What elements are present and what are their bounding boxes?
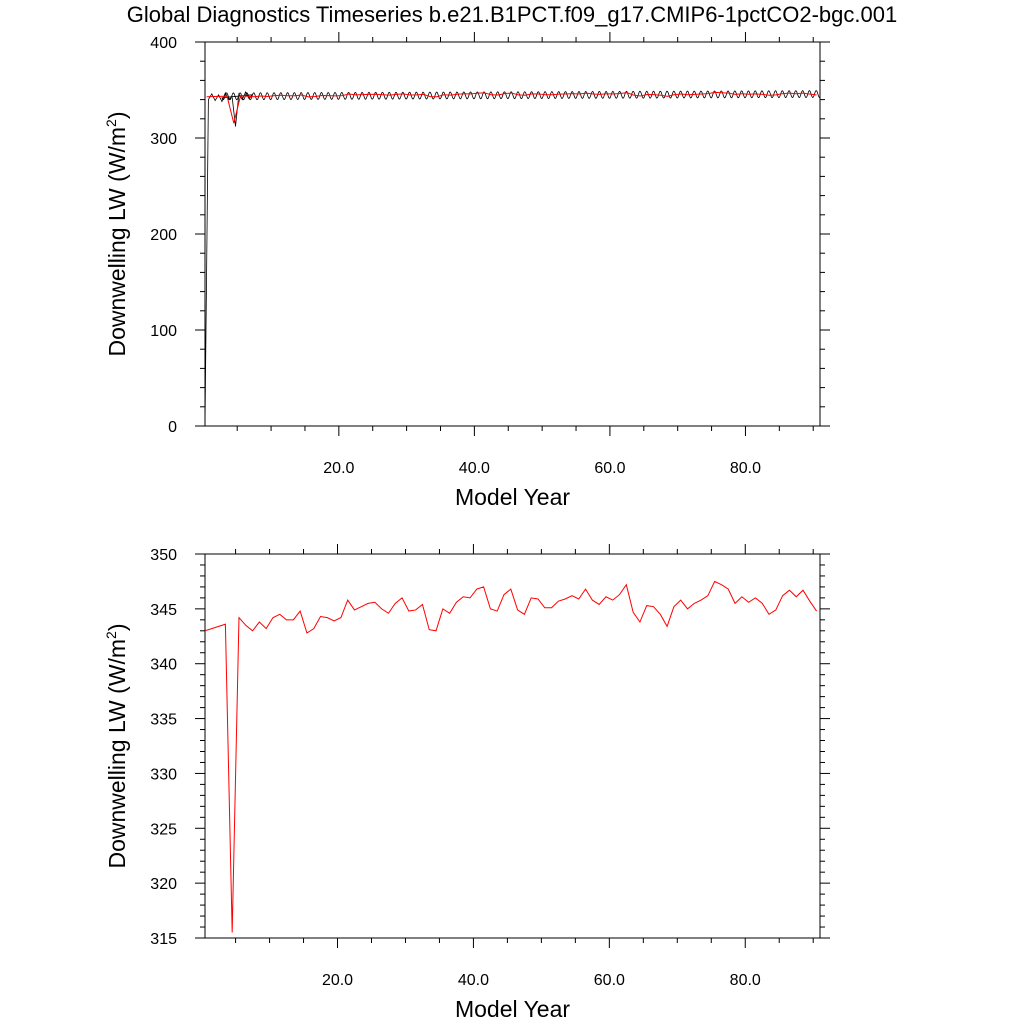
plot-2: 20.0 40.0 60.0 80.0 315 320 325 330 335 340 345 350…: [103, 544, 830, 1022]
y-tick-label: 325: [150, 821, 177, 838]
y-tick-label: 340: [150, 657, 177, 674]
y-tick-label: 315: [150, 931, 177, 948]
y-tick-label: 335: [150, 712, 177, 729]
y-tick-label: 330: [150, 766, 177, 783]
series-line-monthly: [205, 90, 820, 426]
x-tick-label: 20.0: [323, 460, 354, 477]
chart-title: Global Diagnostics Timeseries b.e21.B1PC…: [126, 2, 898, 27]
y-axis-title: Downwelling LW (W/m2): [103, 623, 130, 868]
y-tick-label: 345: [150, 602, 177, 619]
y-tick-label: 400: [150, 35, 177, 52]
x-axis-title: Model Year: [455, 996, 570, 1022]
x-tick-label: 80.0: [730, 460, 761, 477]
x-tick-label: 60.0: [594, 460, 625, 477]
y-tick-label: 100: [150, 323, 177, 340]
y-axis-title-close: ): [104, 111, 130, 119]
y-tick-label: 350: [150, 547, 177, 564]
series-line-annual: [206, 91, 817, 124]
x-tick-label: 20.0: [322, 972, 353, 989]
y-tick-label: 300: [150, 131, 177, 148]
x-tick-label: 60.0: [594, 972, 625, 989]
y-axis-title: Downwelling LW (W/m2): [103, 111, 130, 356]
y-axis-title-main: Downwelling LW (W/m: [104, 127, 130, 357]
x-tick-label: 80.0: [730, 972, 761, 989]
y-axis-title-superscript: 2: [103, 631, 119, 639]
y-tick-label: 320: [150, 876, 177, 893]
x-tick-label: 40.0: [459, 460, 490, 477]
series-line-annual: [205, 580, 818, 933]
x-tick-label: 40.0: [458, 972, 489, 989]
y-axis-title-main: Downwelling LW (W/m: [104, 639, 130, 869]
plot-1: 20.0 40.0 60.0 80.0 0 100 200 300 400 Model Year D…: [103, 32, 830, 510]
plot-frame: [204, 553, 821, 939]
y-tick-label: 0: [168, 419, 177, 436]
y-axis-title-superscript: 2: [103, 119, 119, 127]
y-tick-label: 200: [150, 227, 177, 244]
x-axis-title: Model Year: [455, 484, 570, 510]
y-axis-title-close: ): [104, 623, 130, 631]
